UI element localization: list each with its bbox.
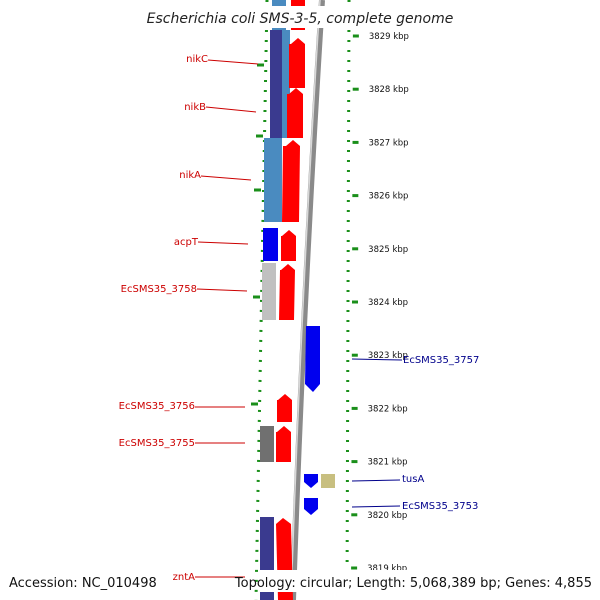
right-gene-labels: EcSMS35_3757 tusA EcSMS35_3753 (351, 355, 479, 512)
footer-topology-backing (258, 570, 596, 592)
gene-arrows-forward (276, 0, 305, 600)
gene-label-3753: EcSMS35_3753 (402, 501, 478, 512)
ruler-tick-label: 3821 kbp (367, 458, 407, 468)
leader-line-3753 (351, 505, 401, 508)
leader-line-nikb (205, 106, 257, 113)
genome-backbone-highlight (290, 0, 321, 600)
gene-block-tusa-khaki (321, 474, 335, 488)
gene-arrow-3757 (305, 326, 320, 392)
leader-line-nikc (207, 59, 259, 65)
ruler-tick-label: 3825 kbp (368, 245, 408, 255)
gene-block-nika (264, 138, 282, 222)
ruler-tick-label: 3822 kbp (368, 404, 408, 414)
ruler-tick-label: 3826 kbp (368, 192, 408, 202)
footer-accession: Accession: NC_010498 (9, 576, 157, 591)
gene-block-3758 (262, 263, 276, 320)
gene-arrow-nika (282, 140, 300, 222)
title-backing (145, 6, 455, 28)
ruler-ticks: 3829 kbp 3828 kbp 3827 kbp 3826 kbp 3825 kbp… (351, 32, 409, 574)
gene-label-nika: nikA (179, 170, 201, 181)
gene-label-nikb: nikB (184, 102, 206, 113)
ruler-tick-label: 3828 kbp (369, 85, 409, 95)
leader-line-3757 (351, 358, 403, 361)
ruler-tick-label: 3829 kbp (369, 32, 409, 42)
left-dotted-track (254, 0, 269, 600)
gene-arrow-3756 (277, 394, 292, 422)
ruler-tick-label: 3824 kbp (368, 298, 408, 308)
left-ticks (251, 63, 264, 406)
gene-label-tusa: tusA (402, 474, 424, 485)
gene-label-acpt: acpT (174, 237, 199, 248)
map-title: Escherichia coli SMS-3-5, complete genom… (147, 11, 454, 27)
ruler-tick-label: 3823 kbp (368, 351, 408, 361)
gene-arrow-3758 (279, 264, 295, 320)
gene-label-nikc: nikC (186, 54, 208, 65)
left-gene-labels: nikC nikB nikA acpT EcSMS35_3758 EcSMS35… (119, 54, 259, 583)
gene-arrow-3753 (304, 498, 318, 515)
gene-arrow-3755 (276, 426, 291, 462)
gene-arrow-acpt (281, 230, 296, 261)
gene-arrow-tusa (304, 474, 318, 488)
gene-block-nikc-dark (270, 30, 282, 138)
gene-label-3755: EcSMS35_3755 (119, 438, 195, 449)
footer-topology: Topology: circular; Length: 5,068,389 bp… (234, 576, 592, 591)
gene-label-3758: EcSMS35_3758 (121, 284, 197, 295)
gene-label-3757: EcSMS35_3757 (403, 355, 479, 366)
leader-line-3758 (196, 288, 248, 292)
leader-line-nika (200, 175, 252, 181)
gene-arrow-nikc (289, 38, 305, 88)
ruler-tick-label: 3820 kbp (367, 511, 407, 521)
gene-block-nikc-steel (282, 30, 290, 138)
gene-label-znta: zntA (173, 572, 196, 583)
ruler-tick-label: 3819 kbp (367, 564, 407, 574)
footer-accession-backing (4, 570, 152, 592)
ruler-tick-label: 3827 kbp (369, 138, 409, 148)
gene-arrows-reverse (304, 326, 335, 515)
gene-label-3756: EcSMS35_3756 (119, 401, 195, 412)
leader-line-tusa (351, 479, 401, 482)
gene-arrow-nikb (287, 88, 303, 138)
right-dotted-track (345, 0, 351, 600)
leader-line-acpt (197, 241, 249, 245)
gene-block-3755 (260, 426, 274, 462)
genome-backbone (290, 0, 325, 600)
gene-block-acpt (263, 228, 278, 261)
